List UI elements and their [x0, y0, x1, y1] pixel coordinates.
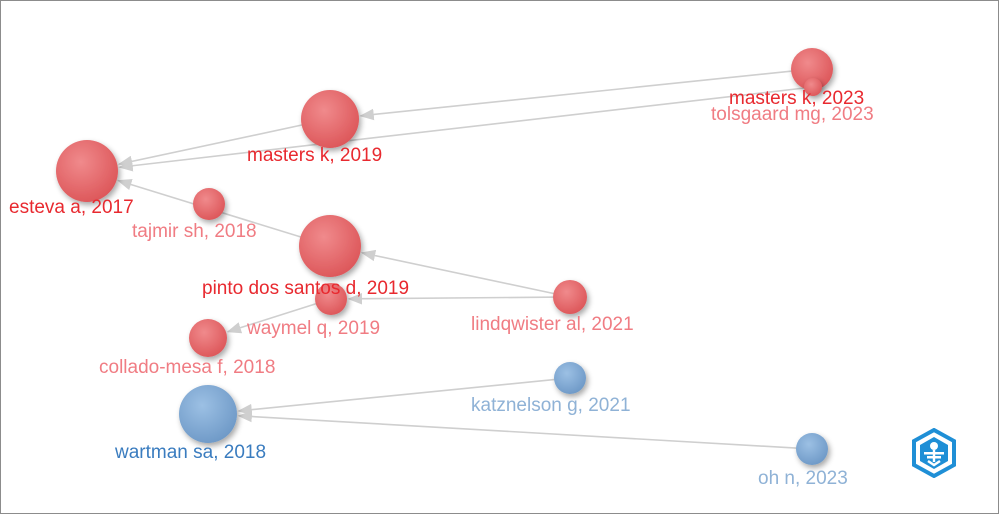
citation-edge-masters-k-2023-to-masters-k-2019: [359, 69, 800, 121]
citation-edge-waymel-q-2019-to-collado-mesa-f-2018: [226, 301, 323, 334]
node-masters-k-2019[interactable]: [301, 90, 359, 148]
node-label-masters-k-2019: masters k, 2019: [247, 145, 382, 166]
citation-edge-lindqwister-al-2021-to-waymel-q-2019: [347, 292, 560, 305]
node-label-katznelson-g-2021: katznelson g, 2021: [471, 395, 631, 416]
nodes-layer: [56, 48, 833, 465]
node-label-masters-k-2023: masters k, 2023: [729, 88, 864, 109]
node-wartman-sa-2018[interactable]: [179, 385, 237, 443]
node-label-oh-n-2023: oh n, 2023: [758, 468, 848, 489]
node-esteva-a-2017[interactable]: [56, 140, 118, 202]
node-label-wartman-sa-2018: wartman sa, 2018: [114, 442, 266, 463]
node-label-lindqwister-al-2021: lindqwister al, 2021: [471, 314, 634, 335]
node-oh-n-2023[interactable]: [796, 433, 828, 465]
node-label-collado-mesa-f-2018: collado-mesa f, 2018: [99, 357, 275, 378]
node-masters-k-2023[interactable]: [791, 48, 833, 90]
node-pinto-dos-santos-d-2019[interactable]: [299, 215, 361, 277]
node-lindqwister-al-2021[interactable]: [553, 280, 587, 314]
node-label-tajmir-sh-2018: tajmir sh, 2018: [132, 221, 257, 242]
citation-edge-oh-n-2023-to-wartman-sa-2018: [237, 410, 803, 450]
citation-edge-lindqwister-al-2021-to-pinto-dos-santos-d-2019: [360, 249, 561, 296]
node-waymel-q-2019[interactable]: [315, 283, 347, 315]
node-tolsgaard-mg-2023[interactable]: [804, 78, 822, 96]
node-label-waymel-q-2019: waymel q, 2019: [246, 318, 380, 339]
citation-edge-katznelson-g-2021-to-wartman-sa-2018: [237, 378, 561, 416]
node-tajmir-sh-2018[interactable]: [193, 188, 225, 220]
node-collado-mesa-f-2018[interactable]: [189, 319, 227, 357]
node-label-pinto-dos-santos-d-2019: pinto dos santos d, 2019: [202, 278, 409, 299]
citespace-style-hexagon-logo-icon: [909, 427, 959, 479]
citation-edge-masters-k-2019-to-esteva-a-2017: [117, 121, 314, 168]
citation-edge-tolsgaard-mg-2023-to-esteva-a-2017: [118, 86, 808, 172]
node-katznelson-g-2021[interactable]: [554, 362, 586, 394]
node-label-esteva-a-2017: esteva a, 2017: [9, 197, 134, 218]
edges-layer: [117, 69, 808, 450]
node-label-tolsgaard-mg-2023: tolsgaard mg, 2023: [711, 104, 874, 125]
